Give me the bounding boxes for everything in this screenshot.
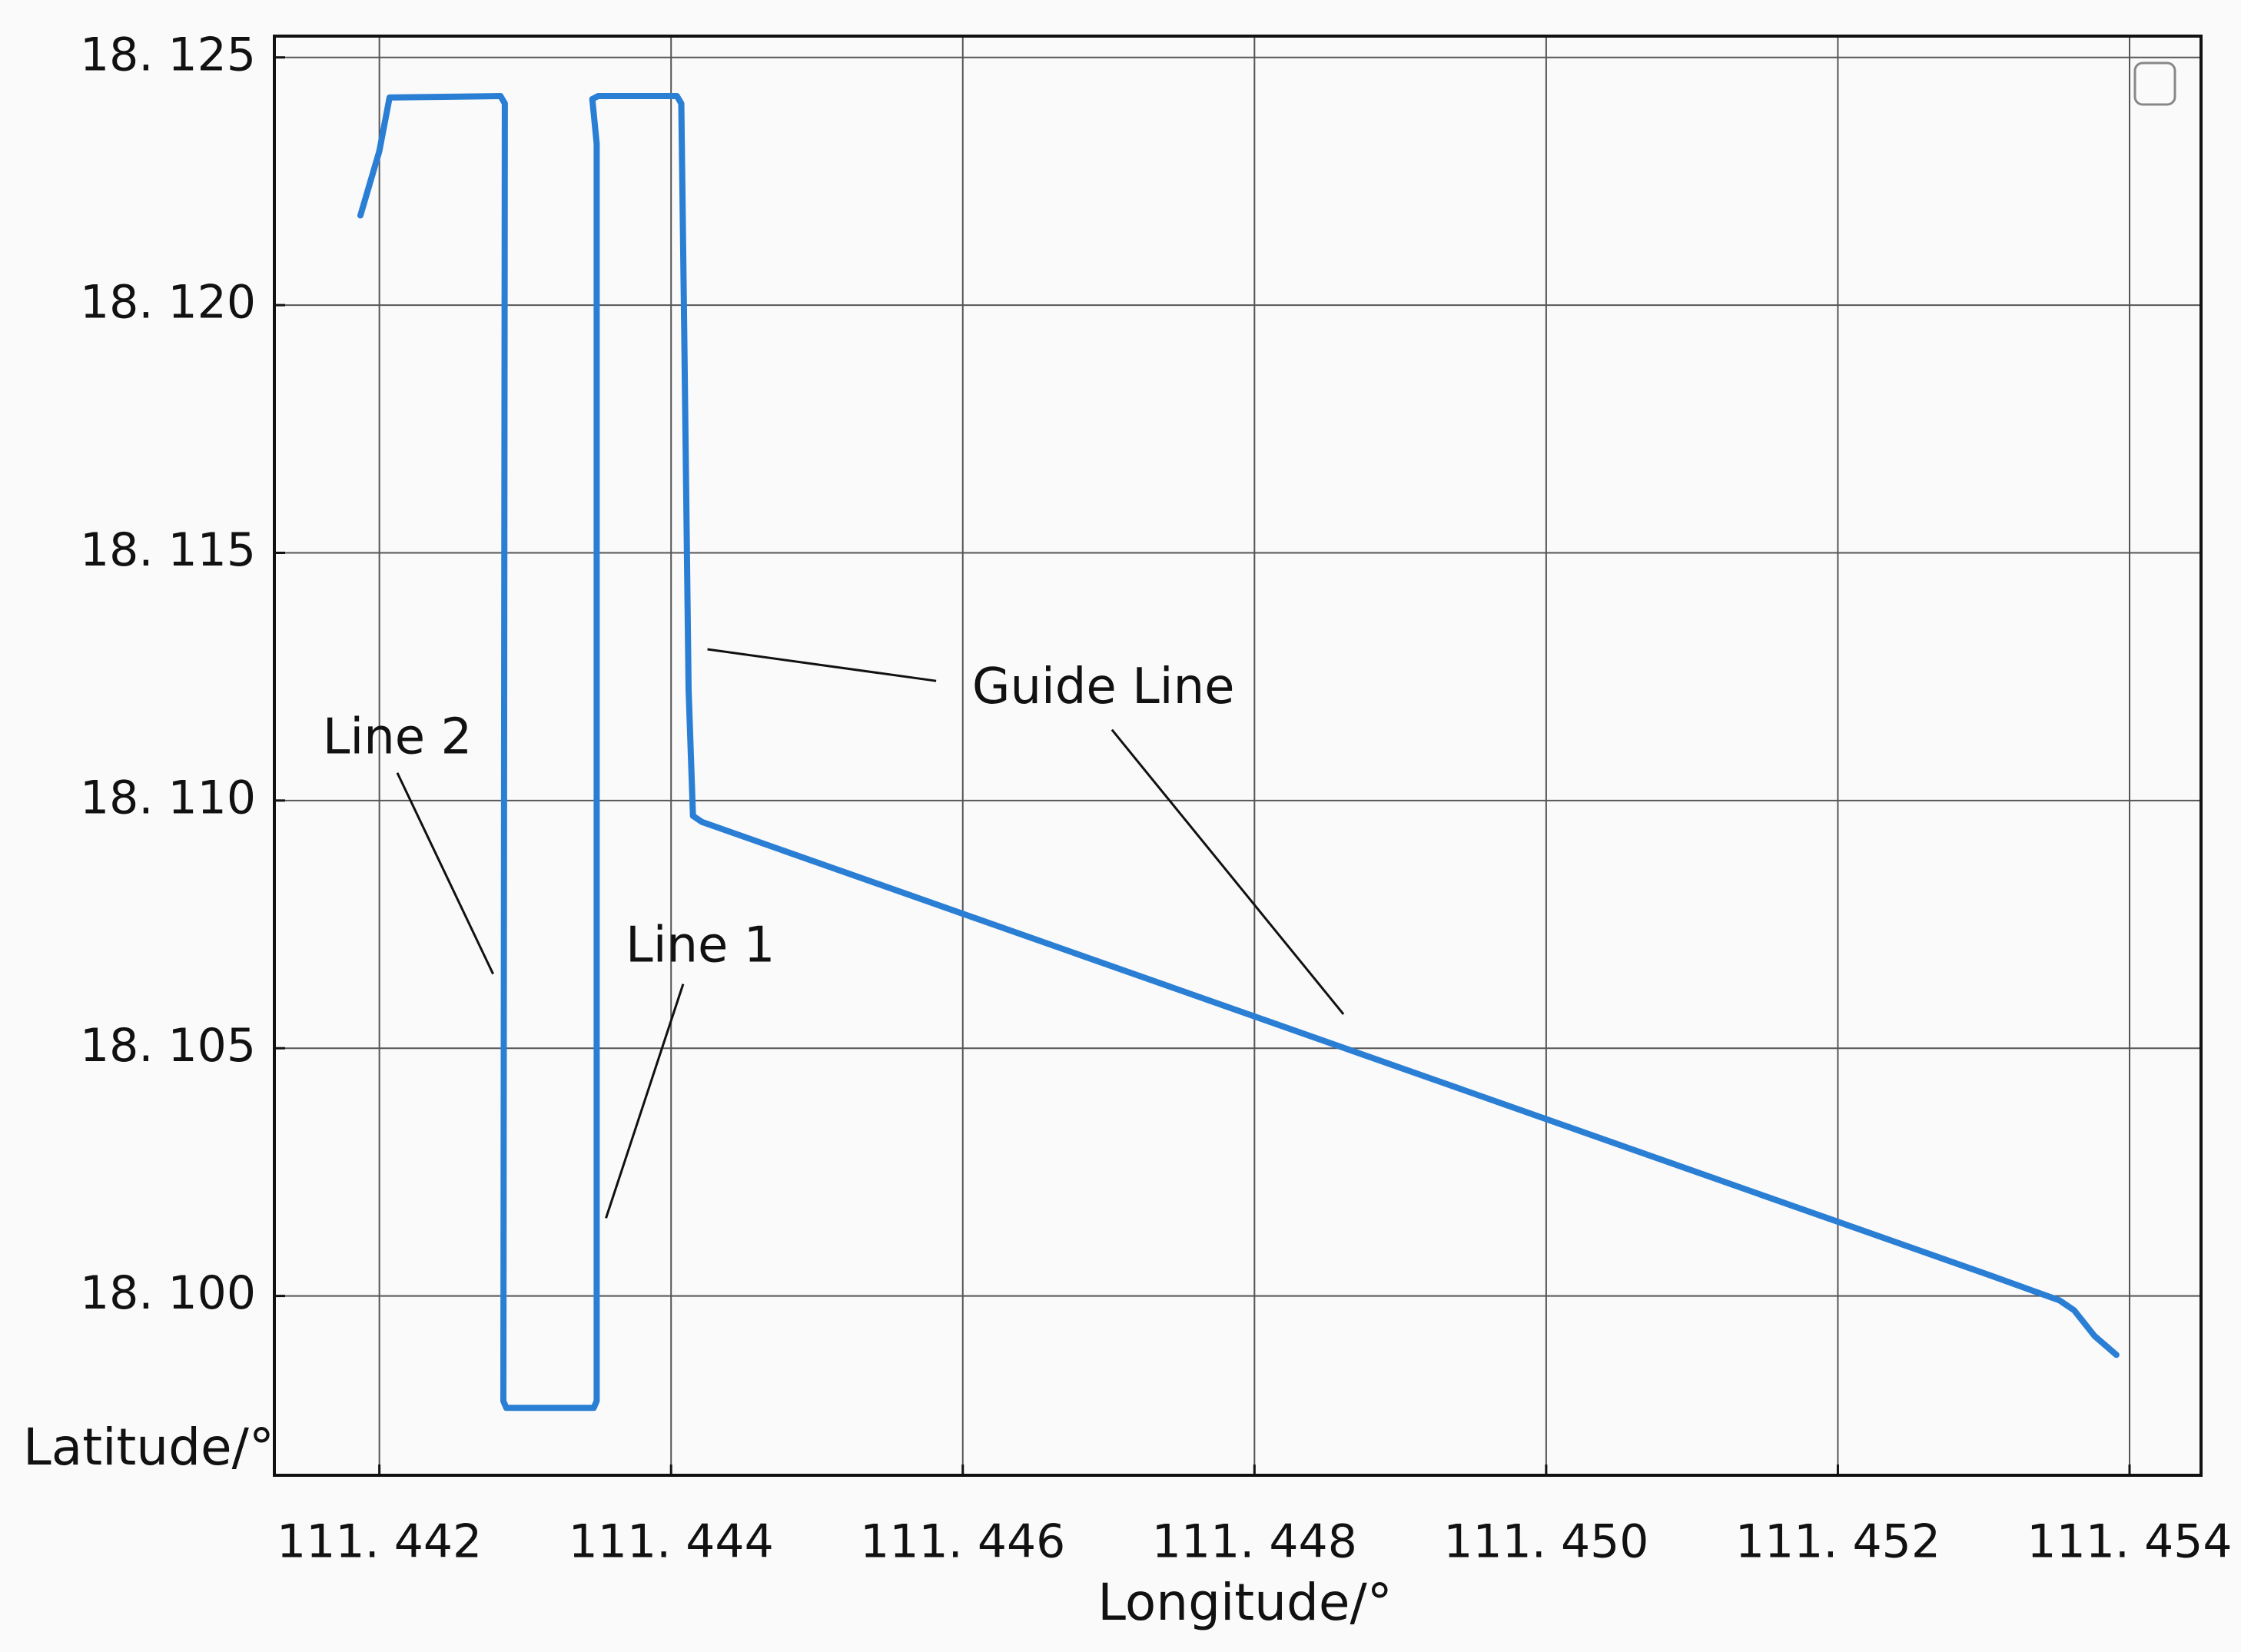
- y-tick-label: 18. 110: [80, 771, 256, 824]
- x-tick-label: 111. 446: [860, 1515, 1065, 1569]
- corner-icon: [2133, 61, 2176, 106]
- plot-frame: [273, 35, 2203, 1477]
- annotation-pointer: [396, 772, 494, 975]
- annotation-pointer: [1111, 728, 1345, 1015]
- y-tick-label: 18. 115: [80, 523, 256, 577]
- annotation: Line 1: [626, 917, 775, 974]
- x-tick-label: 111. 454: [2027, 1515, 2232, 1569]
- y-axis-label: Latitude/°: [23, 1418, 274, 1477]
- annotation-pointer: [605, 984, 685, 1219]
- x-axis-label: Longitude/°: [1097, 1573, 1393, 1632]
- y-tick-label: 18. 105: [80, 1019, 256, 1073]
- y-tick-label: 18. 125: [80, 28, 256, 81]
- y-tick-label: 18. 120: [80, 276, 256, 330]
- x-tick-label: 111. 448: [1152, 1515, 1357, 1569]
- x-tick-label: 111. 442: [277, 1515, 482, 1569]
- trajectory-line: [357, 93, 2120, 1411]
- annotation-pointer: [707, 648, 937, 682]
- annotation: Line 2: [323, 708, 472, 765]
- annotation: Guide Line: [972, 658, 1235, 715]
- x-tick-label: 111. 452: [1735, 1515, 1941, 1569]
- x-tick-label: 111. 444: [569, 1515, 774, 1569]
- x-tick-label: 111. 450: [1443, 1515, 1648, 1569]
- y-tick-label: 18. 100: [80, 1266, 256, 1320]
